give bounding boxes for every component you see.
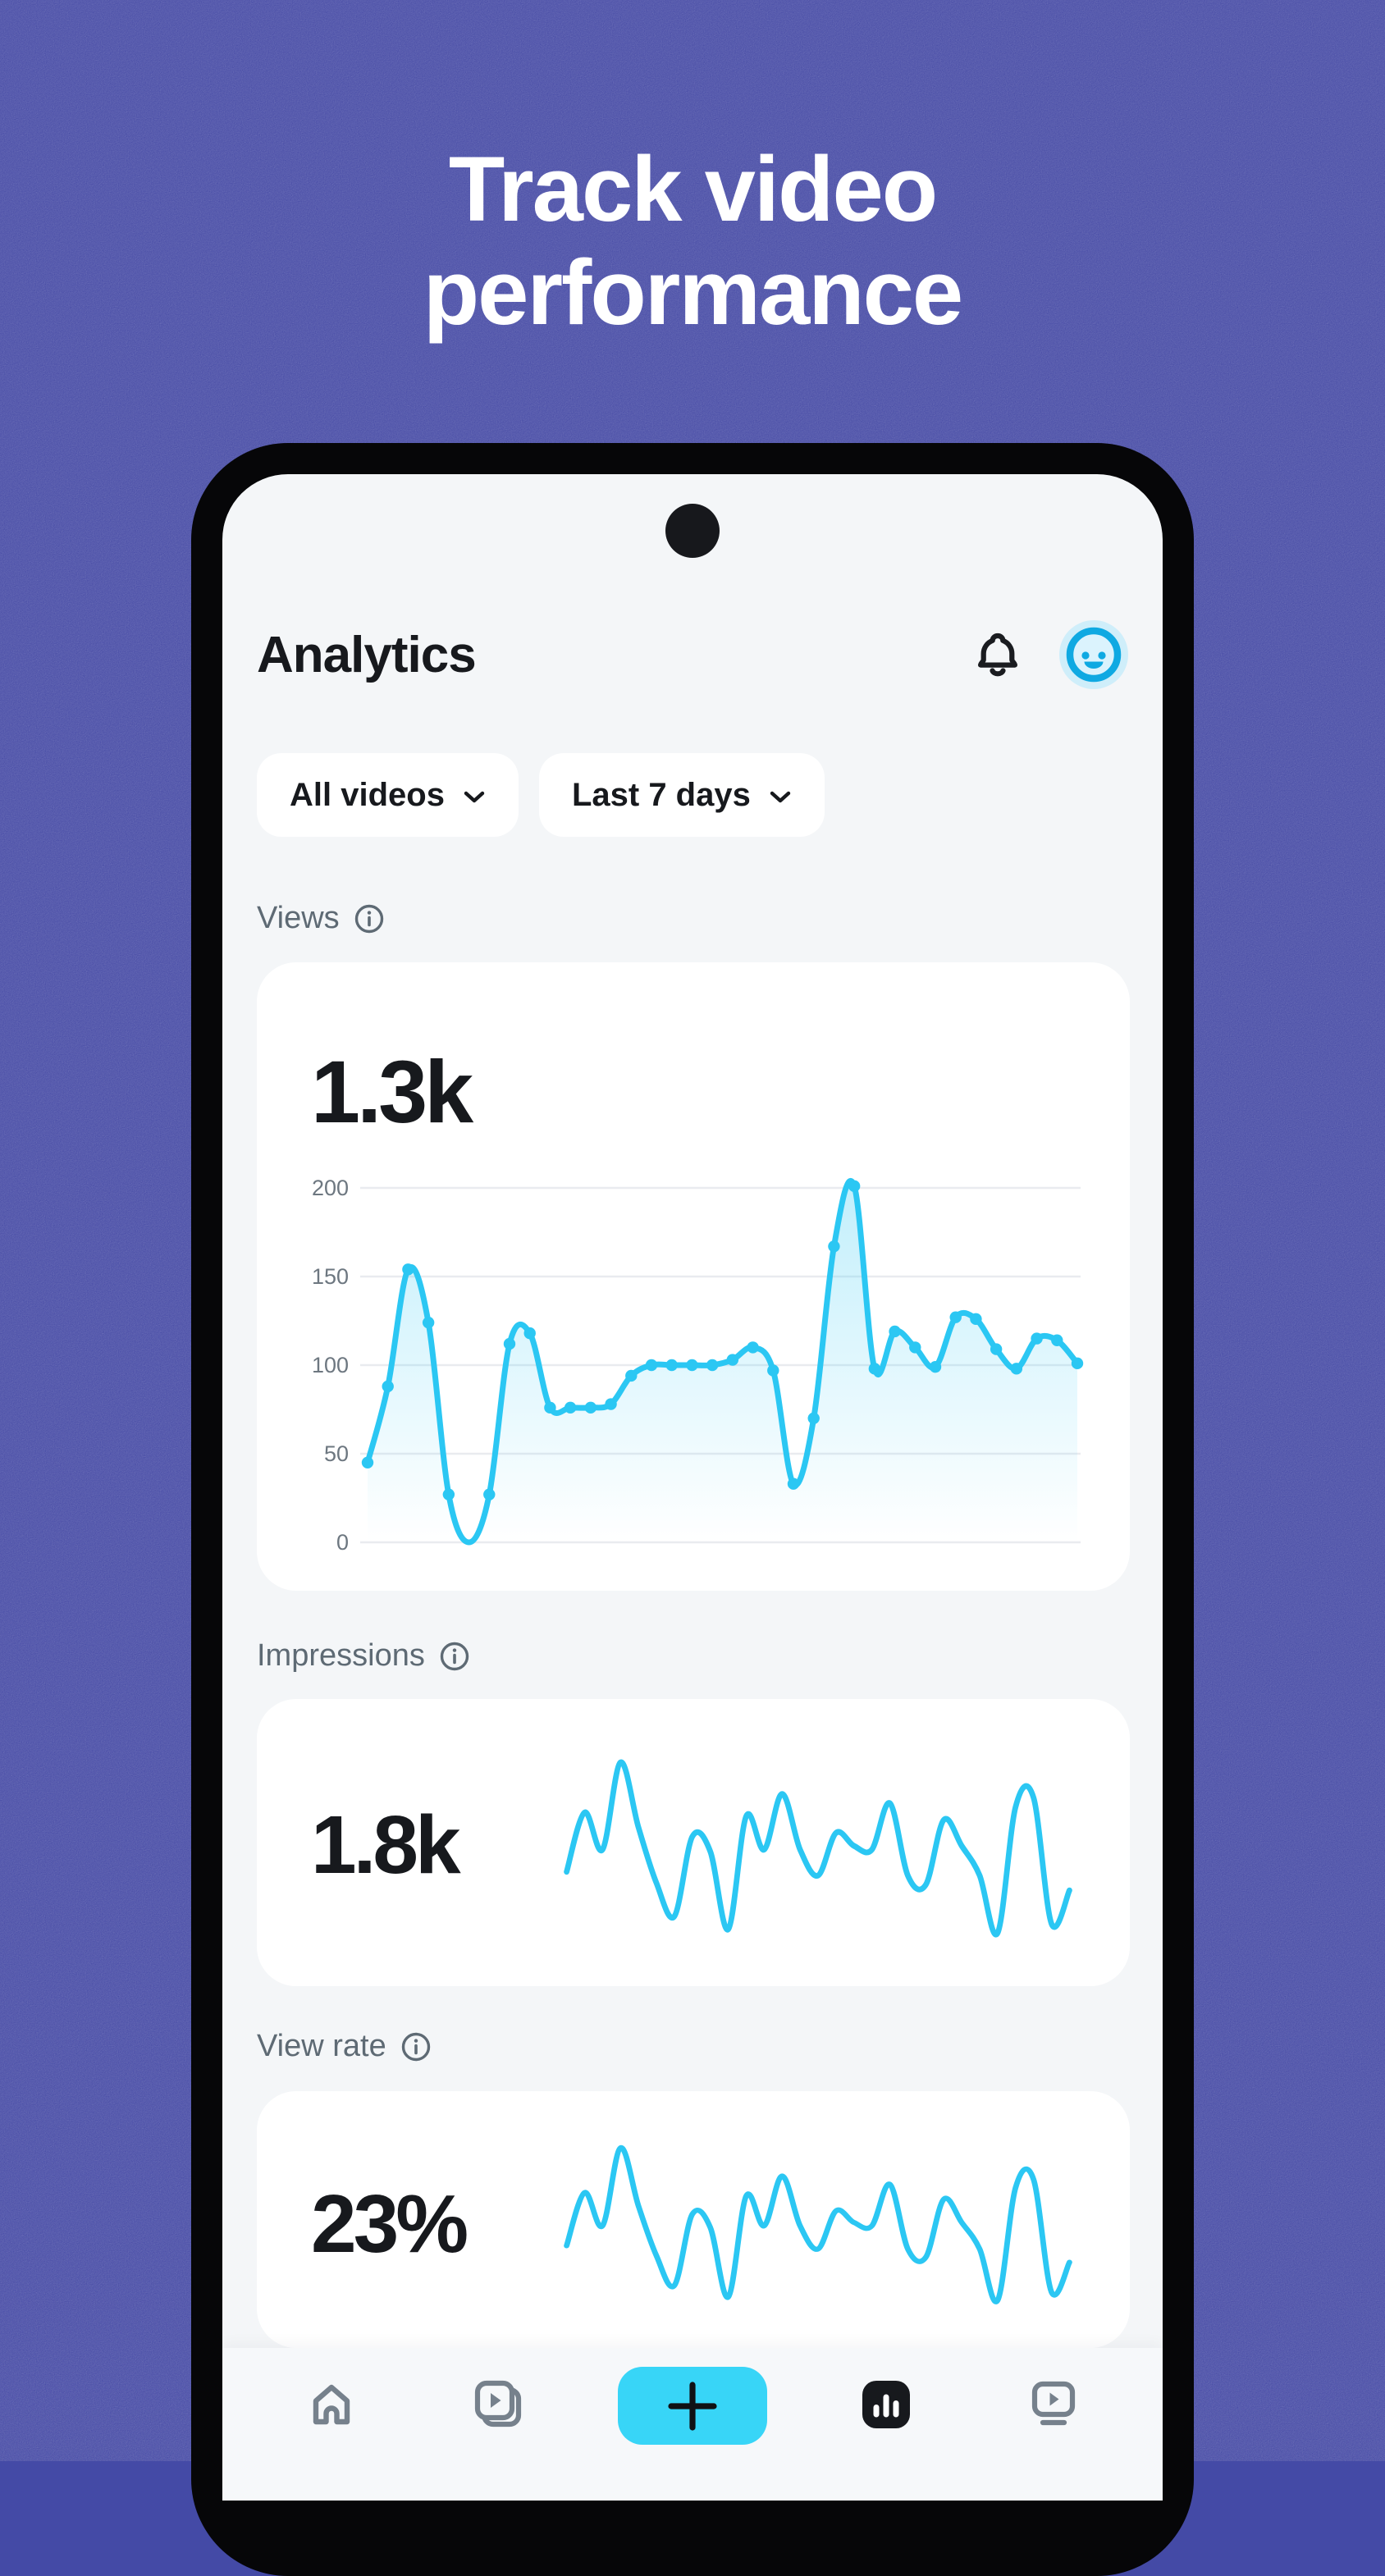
app-header: Analytics — [257, 620, 1128, 689]
bell-icon — [978, 633, 1017, 677]
views-card: 1.3k 0 50 100 150 200 — [257, 962, 1130, 1591]
hero-heading-line1: Track video — [448, 138, 938, 240]
impressions-label-text: Impressions — [257, 1638, 425, 1673]
svg-text:150: 150 — [312, 1264, 349, 1289]
impressions-section-label: Impressions — [257, 1638, 471, 1674]
filter-date-range[interactable]: Last 7 days — [538, 753, 825, 837]
svg-text:0: 0 — [336, 1530, 349, 1555]
view-rate-card: 23% — [257, 2091, 1130, 2348]
view-rate-value: 23% — [311, 2178, 469, 2270]
profile-avatar[interactable] — [1059, 620, 1128, 689]
impressions-sparkline — [564, 1759, 1072, 1938]
hero-heading-line2: performance — [423, 241, 963, 344]
chevron-down-icon — [464, 791, 485, 802]
stacked-video-icon — [474, 2380, 522, 2428]
hero-heading: Track video performance — [0, 138, 1385, 345]
filter-date-range-label: Last 7 days — [571, 776, 751, 813]
view-rate-label-text: View rate — [257, 2029, 386, 2063]
bottom-nav — [222, 2348, 1163, 2501]
nav-clips[interactable] — [472, 2379, 523, 2434]
nav-home[interactable] — [309, 2381, 354, 2432]
chevron-down-icon — [770, 791, 791, 802]
home-icon — [313, 2384, 350, 2425]
info-icon[interactable] — [400, 2030, 432, 2063]
info-icon[interactable] — [353, 902, 386, 935]
tv-play-icon — [1031, 2381, 1076, 2426]
views-line-chart: 0 50 100 150 200 — [312, 1176, 1084, 1555]
filter-all-videos[interactable]: All videos — [257, 753, 519, 837]
bar-chart-icon — [873, 2394, 899, 2418]
svg-text:50: 50 — [324, 1441, 349, 1466]
svg-text:100: 100 — [312, 1353, 349, 1377]
nav-create-button[interactable] — [618, 2367, 767, 2445]
nav-watch[interactable] — [1029, 2379, 1078, 2432]
nav-analytics-active[interactable] — [862, 2381, 910, 2428]
svg-text:200: 200 — [312, 1176, 349, 1200]
view-rate-sparkline — [564, 2144, 1072, 2304]
camera-cutout — [665, 504, 720, 558]
phone-frame: Analytics — [191, 443, 1194, 2576]
views-label-text: Views — [257, 901, 340, 935]
phone-screen: Analytics — [222, 474, 1163, 2501]
page-title: Analytics — [257, 626, 477, 683]
smiley-avatar-icon — [1059, 620, 1128, 689]
filter-bar: All videos Last 7 days — [257, 753, 825, 837]
filter-all-videos-label: All videos — [290, 776, 445, 813]
views-section-label: Views — [257, 901, 386, 936]
plus-icon — [668, 2381, 717, 2431]
view-rate-section-label: View rate — [257, 2029, 432, 2064]
notifications-button[interactable] — [976, 630, 1020, 679]
info-icon[interactable] — [438, 1640, 471, 1673]
header-actions — [976, 620, 1128, 689]
impressions-value: 1.8k — [311, 1799, 461, 1891]
impressions-card: 1.8k — [257, 1699, 1130, 1986]
